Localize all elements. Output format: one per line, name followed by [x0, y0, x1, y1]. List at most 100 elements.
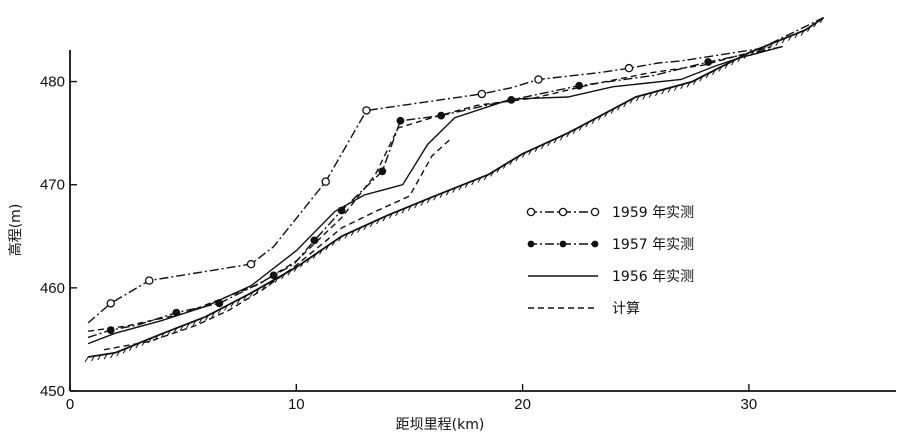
- filled-circle-marker: [337, 206, 346, 215]
- bed-hatch: [661, 88, 666, 95]
- open-circle-marker: [534, 75, 543, 84]
- bed-hatch: [236, 298, 241, 304]
- bed-hatch: [528, 149, 533, 155]
- open-circle-marker: [321, 177, 330, 186]
- y-tick-label: 480: [40, 74, 65, 91]
- bed-hatch: [274, 277, 279, 283]
- bed-hatch: [502, 163, 507, 169]
- legend-open-circle-marker: [558, 207, 568, 217]
- bed-hatch: [515, 155, 520, 162]
- bed-hatch: [350, 230, 355, 236]
- bed-hatch: [794, 32, 799, 39]
- bed-hatch: [750, 50, 754, 57]
- bed-hatch: [591, 118, 596, 124]
- x-tick-label: 0: [66, 396, 74, 413]
- bed-hatch: [154, 335, 159, 341]
- bed-hatch: [281, 273, 285, 280]
- bed-hatch: [483, 174, 488, 181]
- legend-open-circle-marker: [590, 207, 600, 217]
- open-circle-marker: [246, 259, 256, 269]
- open-circle-marker: [144, 276, 154, 285]
- bed-hatch: [445, 189, 450, 196]
- bed-hatch: [198, 317, 203, 324]
- bed-hatch: [439, 192, 444, 198]
- bed-hatch: [718, 66, 723, 72]
- bed-hatch: [629, 98, 634, 104]
- bed-hatch: [141, 340, 146, 346]
- bed-hatch: [547, 140, 552, 147]
- bed-hatch: [84, 356, 89, 363]
- bed-hatch: [103, 353, 108, 360]
- bed-hatch: [705, 72, 710, 79]
- bed-hatch: [585, 121, 590, 128]
- y-tick-label: 450: [40, 383, 65, 400]
- bed-hatch: [534, 146, 539, 153]
- open-circle-marker: [477, 89, 487, 99]
- bed-hatch: [369, 221, 374, 228]
- bed-hatch: [635, 95, 640, 102]
- series-line-5: [87, 16, 825, 358]
- filled-circle-marker: [310, 236, 319, 245]
- filled-circle-marker: [106, 326, 115, 335]
- bed-hatch: [819, 17, 824, 24]
- bed-hatch: [756, 48, 761, 54]
- bed-hatch: [743, 53, 748, 59]
- bed-hatch: [97, 354, 102, 361]
- legend-label: 计算: [612, 301, 640, 317]
- filled-circle-marker: [215, 299, 224, 308]
- bed-hatch: [148, 337, 152, 344]
- bed-hatch: [243, 295, 247, 301]
- legend-filled-circle-marker: [527, 240, 535, 248]
- bed-hatch: [388, 213, 393, 219]
- filled-circle-marker: [396, 116, 405, 125]
- bed-hatch: [312, 253, 317, 259]
- bed-hatch: [129, 345, 133, 352]
- bed-hatch: [496, 167, 501, 173]
- bed-hatch: [559, 134, 564, 141]
- filled-circle-marker: [507, 95, 516, 104]
- bed-hatch: [610, 108, 615, 114]
- bed-hatch: [464, 182, 469, 188]
- filled-circle-marker: [575, 81, 584, 90]
- filled-circle-marker: [704, 58, 713, 66]
- bed-hatch: [509, 159, 514, 166]
- bed-hatch: [376, 218, 381, 225]
- bed-hatch: [433, 195, 438, 201]
- bed-hatch: [186, 322, 190, 329]
- bed-hatch: [623, 101, 628, 108]
- bed-hatch: [699, 76, 704, 82]
- x-tick-label: 10: [288, 396, 305, 413]
- bed-hatch: [205, 315, 209, 321]
- bed-hatch: [642, 94, 647, 100]
- bed-hatch: [287, 270, 292, 276]
- bed-hatch: [344, 233, 349, 239]
- bed-hatch: [414, 202, 419, 209]
- bed-hatch: [407, 205, 412, 211]
- plot-frame: [69, 50, 896, 392]
- bed-hatch: [667, 87, 672, 93]
- bed-hatch: [692, 79, 697, 85]
- bed-hatch: [224, 305, 228, 311]
- bed-hatch: [578, 125, 583, 131]
- y-tick-label: 460: [40, 280, 65, 297]
- bed-hatch: [135, 342, 140, 349]
- x-tick-label: 30: [741, 396, 758, 413]
- legend-filled-circle-marker: [559, 240, 567, 248]
- bed-hatch: [604, 111, 609, 118]
- series-line-2: [87, 45, 783, 345]
- bed-hatch: [230, 301, 235, 308]
- bed-hatch: [540, 143, 545, 150]
- markers-layer: [106, 58, 713, 335]
- bed-hatch: [116, 350, 121, 357]
- bed-hatch: [338, 236, 342, 242]
- bed-hatch: [686, 81, 691, 88]
- series-layer: [84, 16, 825, 363]
- bed-hatch: [382, 215, 387, 222]
- bed-hatch: [769, 42, 773, 49]
- bed-hatch: [781, 37, 786, 44]
- bed-hatch: [800, 30, 805, 36]
- bed-hatch: [452, 187, 457, 193]
- bed-hatch: [420, 200, 425, 206]
- bed-hatch: [572, 128, 577, 135]
